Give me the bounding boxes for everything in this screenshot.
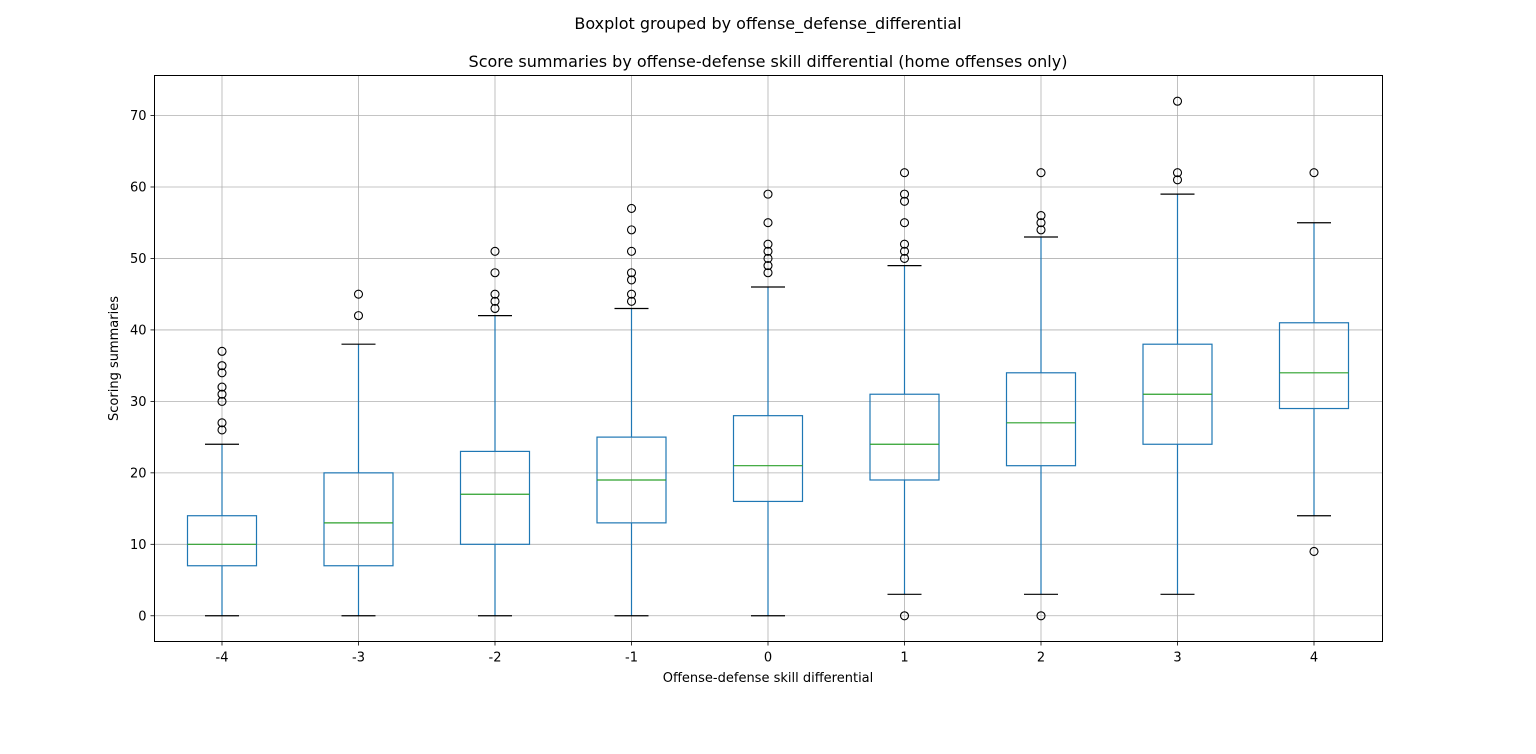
box--3 — [323, 289, 394, 617]
outlier-point — [353, 289, 364, 299]
outlier-point — [490, 246, 500, 256]
x-tick-label: -4 — [216, 651, 229, 666]
outlier-point — [626, 246, 637, 256]
outlier-point — [490, 296, 500, 306]
box-4 — [1278, 168, 1350, 557]
iqr-box — [1005, 372, 1077, 467]
outlier-point — [217, 389, 227, 399]
outlier-point — [763, 261, 773, 271]
box--1 — [596, 203, 667, 617]
outlier-point — [763, 246, 773, 256]
outlier-point — [1172, 168, 1183, 178]
y-tick-label: 60 — [130, 180, 147, 195]
outlier-point — [1172, 96, 1183, 106]
outlier-point — [1036, 225, 1046, 235]
outlier-point — [899, 239, 910, 249]
y-tick-label: 30 — [130, 395, 147, 410]
outlier-point — [899, 611, 910, 621]
outlier-point — [626, 296, 637, 306]
x-tick-label: 0 — [764, 651, 772, 666]
x-tick-label: 2 — [1037, 651, 1045, 666]
box-series — [186, 96, 1350, 621]
plot-frame — [154, 75, 1383, 642]
outlier-point — [626, 203, 637, 213]
y-tick-label: 10 — [130, 538, 147, 553]
outlier-point — [217, 425, 227, 435]
iqr-box — [732, 415, 804, 503]
outlier-point — [1036, 611, 1046, 621]
outlier-point — [899, 253, 910, 263]
x-tick-label: -3 — [352, 651, 365, 666]
x-axis-label: Offense-defense skill differential — [663, 671, 874, 686]
outlier-point — [1036, 168, 1046, 178]
y-axis: 0 10 20 30 40 50 60 70 — [130, 109, 155, 624]
outlier-point — [626, 268, 637, 278]
iqr-box — [459, 450, 531, 545]
outlier-point — [899, 168, 910, 178]
x-axis: -4 -3 -2 -1 0 1 2 3 4 — [216, 641, 1318, 666]
x-tick-label: 1 — [900, 651, 908, 666]
outlier-point — [899, 189, 910, 199]
y-tick-label: 40 — [130, 323, 147, 338]
x-tick-label: 4 — [1310, 651, 1318, 666]
outlier-point — [763, 218, 773, 228]
outlier-point — [490, 303, 500, 314]
outlier-point — [217, 382, 227, 392]
outlier-point — [217, 418, 227, 428]
box-3 — [1142, 96, 1213, 595]
outlier-point — [217, 368, 227, 378]
iqr-box — [1278, 322, 1350, 410]
outlier-point — [763, 189, 773, 199]
iqr-box — [323, 472, 394, 567]
outlier-point — [1036, 211, 1046, 221]
y-tick-label: 70 — [130, 109, 147, 124]
outlier-point — [763, 268, 773, 278]
y-tick-label: 20 — [130, 466, 147, 481]
box-1 — [869, 168, 940, 621]
chart-suptitle: Boxplot grouped by offense_defense_diffe… — [574, 14, 961, 34]
box-0 — [732, 189, 804, 617]
outlier-point — [353, 311, 364, 321]
outlier-point — [626, 289, 637, 299]
x-tick-label: -1 — [625, 651, 638, 666]
outlier-point — [899, 246, 910, 256]
outlier-point — [217, 361, 227, 371]
outlier-point — [1036, 218, 1046, 228]
box--4 — [186, 346, 258, 617]
outlier-point — [626, 275, 637, 285]
outlier-point — [1172, 175, 1183, 185]
iqr-box — [869, 393, 940, 481]
outlier-point — [899, 218, 910, 228]
outlier-point — [763, 239, 773, 249]
x-tick-label: 3 — [1173, 651, 1181, 666]
outlier-point — [1309, 168, 1319, 178]
box--2 — [459, 246, 531, 617]
outlier-point — [899, 196, 910, 206]
box-2 — [1005, 168, 1077, 621]
outlier-point — [490, 289, 500, 299]
chart-title: Score summaries by offense-defense skill… — [469, 52, 1068, 71]
outlier-point — [1309, 546, 1319, 557]
outlier-point — [626, 225, 637, 235]
outlier-point — [490, 268, 500, 278]
y-axis-label: Scoring summaries — [107, 296, 122, 421]
outlier-point — [763, 253, 773, 263]
iqr-box — [186, 515, 258, 567]
outlier-point — [217, 396, 227, 406]
outlier-point — [217, 346, 227, 356]
x-tick-label: -2 — [489, 651, 502, 666]
y-tick-label: 0 — [138, 609, 146, 624]
y-tick-label: 50 — [130, 252, 147, 267]
